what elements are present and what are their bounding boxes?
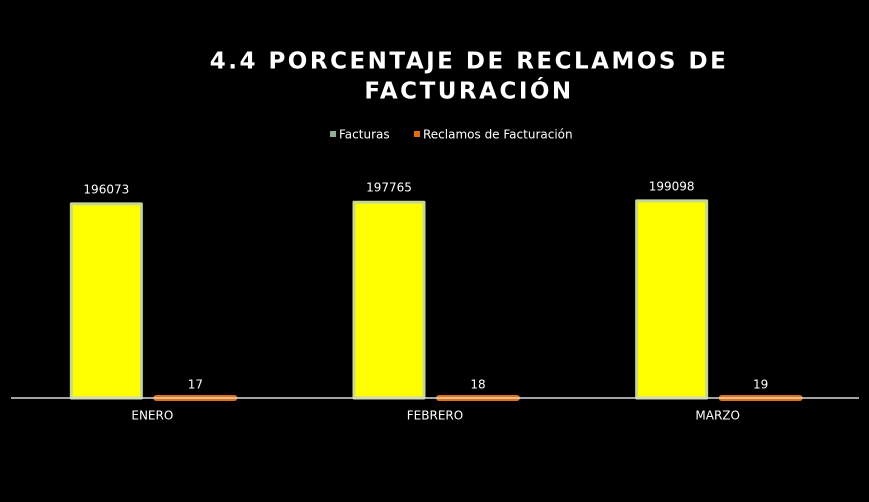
data-label: 19 — [753, 377, 768, 391]
bar — [635, 199, 709, 400]
legend-swatch — [414, 131, 420, 137]
legend-label: Facturas — [339, 128, 390, 142]
bar — [352, 200, 426, 400]
chart-title: 4.4 PORCENTAJE DE RECLAMOS DE — [210, 49, 729, 75]
x-tick-label: FEBRERO — [407, 409, 463, 423]
legend-label: Reclamos de Facturación — [423, 128, 573, 142]
chart-title: FACTURACIÓN — [364, 77, 573, 105]
data-label: 196073 — [83, 182, 129, 196]
x-tick-label: ENERO — [131, 409, 173, 423]
data-label: 18 — [470, 377, 485, 391]
data-label: 197765 — [366, 181, 412, 195]
bar — [69, 202, 143, 400]
data-label: 199098 — [649, 179, 695, 193]
x-tick-label: MARZO — [695, 409, 740, 423]
data-label: 17 — [188, 377, 203, 391]
legend-swatch — [330, 131, 336, 137]
